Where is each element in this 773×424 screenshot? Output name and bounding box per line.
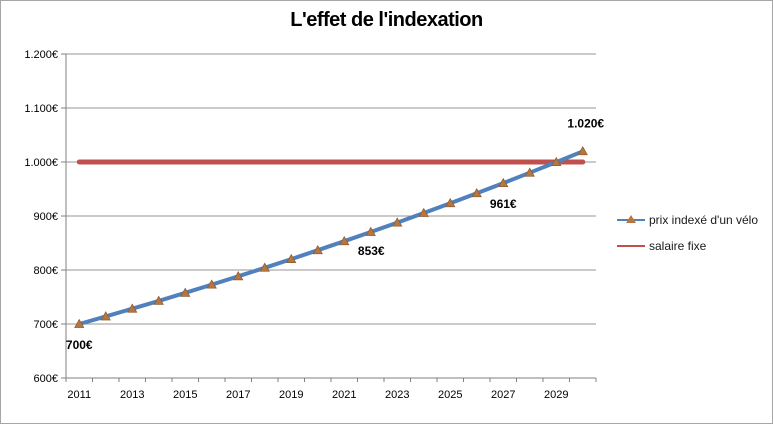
legend-label: salaire fixe xyxy=(649,239,707,253)
x-axis-label: 2025 xyxy=(438,389,462,401)
triangle-marker xyxy=(153,295,164,305)
triangle-marker xyxy=(233,271,244,281)
chart-title: L'effet de l'indexation xyxy=(290,9,483,31)
y-axis-label: 900€ xyxy=(34,211,58,223)
triangle-marker xyxy=(445,197,456,208)
data-label: 853€ xyxy=(358,244,385,258)
x-axis-label: 2023 xyxy=(385,389,409,401)
data-label: 1.020€ xyxy=(567,116,604,130)
y-axis-label: 1.100€ xyxy=(24,103,58,115)
triangle-marker xyxy=(524,167,535,177)
x-axis-label: 2015 xyxy=(173,389,197,401)
triangle-marker xyxy=(180,287,191,297)
legend-item-prix-indexe: prix indexé d'un vélo xyxy=(617,207,758,233)
triangle-marker xyxy=(392,217,403,227)
legend-triangle-marker xyxy=(626,215,636,223)
data-label: 700€ xyxy=(66,338,93,352)
y-axis-label: 1.200€ xyxy=(24,49,58,61)
triangle-marker xyxy=(206,279,217,289)
triangle-marker xyxy=(365,226,376,236)
triangle-marker xyxy=(577,146,588,156)
y-axis-label: 1.000€ xyxy=(24,157,58,169)
triangle-marker xyxy=(100,311,111,321)
triangle-marker xyxy=(259,262,270,272)
x-axis-label: 2027 xyxy=(491,389,515,401)
x-axis-label: 2029 xyxy=(544,389,568,401)
triangle-marker xyxy=(551,156,562,166)
series-line-prix-indexe xyxy=(77,149,585,326)
y-axis-label: 800€ xyxy=(34,265,58,277)
triangle-marker xyxy=(339,235,350,246)
y-axis-label: 700€ xyxy=(34,319,58,331)
triangle-marker xyxy=(418,207,429,217)
triangle-marker xyxy=(127,303,138,313)
x-axis-label: 2019 xyxy=(279,389,303,401)
x-axis-label: 2011 xyxy=(67,389,91,401)
y-axis-label: 600€ xyxy=(34,373,58,385)
legend-item-salaire-fixe: salaire fixe xyxy=(617,233,758,259)
triangle-marker xyxy=(498,177,509,187)
line-marker-icon xyxy=(617,245,645,247)
line-triangle-marker-icon xyxy=(617,215,645,223)
x-axis-label: 2021 xyxy=(332,389,356,401)
legend: prix indexé d'un vélo salaire fixe xyxy=(617,207,758,259)
triangle-marker xyxy=(286,253,297,263)
x-axis-label: 2013 xyxy=(120,389,144,401)
x-axis-label: 2017 xyxy=(226,389,250,401)
triangle-marker xyxy=(471,188,482,198)
triangle-marker xyxy=(312,244,323,255)
triangle-marker xyxy=(74,318,85,328)
legend-label: prix indexé d'un vélo xyxy=(649,213,759,227)
data-label: 961€ xyxy=(490,197,517,211)
